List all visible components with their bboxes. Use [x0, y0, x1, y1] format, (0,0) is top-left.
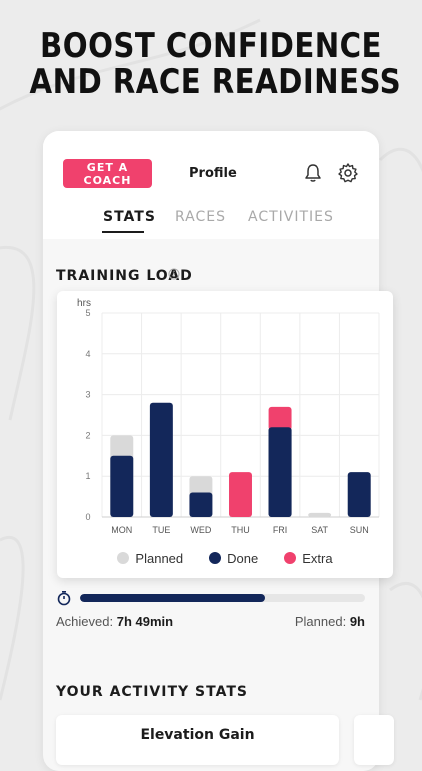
x-tick-label-tue: TUE	[152, 525, 170, 535]
legend-item-done: Done	[209, 549, 258, 567]
bar-planned-sat	[308, 512, 332, 517]
planned-value: 9h	[349, 614, 365, 629]
x-tick-label-sun: SUN	[350, 525, 369, 535]
elevation-gain-card[interactable]: Elevation Gain	[56, 715, 339, 765]
next-stat-card[interactable]	[354, 715, 394, 765]
y-tick-label: 3	[85, 390, 90, 400]
tab-bar: STATS RACES ACTIVITIES	[43, 209, 379, 233]
training-load-title: TRAINING LOAD	[56, 268, 193, 284]
y-tick-label: 1	[85, 471, 90, 481]
active-tab-indicator	[102, 231, 144, 233]
done-dot-icon	[209, 552, 222, 564]
gear-icon[interactable]	[337, 162, 359, 184]
bar-done-wed	[189, 492, 213, 517]
y-tick-label: 2	[85, 430, 90, 440]
legend-label-extra: Extra	[302, 550, 333, 566]
x-tick-label-mon: MON	[111, 525, 132, 535]
stopwatch-icon	[57, 590, 71, 606]
achieved-stat: Achieved: 7h 49min	[56, 614, 173, 629]
bar-extra-thu	[229, 472, 252, 517]
achieved-label: Achieved:	[56, 614, 114, 629]
planned-stat: Planned: 9h	[295, 614, 365, 629]
x-tick-label-sat: SAT	[311, 525, 328, 535]
y-tick-label: 4	[85, 349, 90, 359]
training-load-chart: 0 1 2 3 4 5 hrs MON TUE WED THU FRI SAT SUN Planned D…	[57, 291, 393, 578]
bar-done-mon	[110, 455, 134, 517]
y-tick-label: 5	[85, 308, 90, 318]
bar-done-sun	[347, 472, 371, 517]
legend-label-done: Done	[227, 550, 259, 566]
bar-done-overlay-fri	[268, 427, 292, 517]
y-axis-label: hrs	[77, 298, 91, 309]
x-tick-label-wed: WED	[190, 525, 211, 535]
legend-label-planned: Planned	[135, 550, 184, 566]
headline-line-2: AND RACE READINESS	[29, 62, 402, 102]
background-pattern	[0, 0, 422, 750]
x-tick-label-thu: THU	[231, 525, 250, 535]
extra-dot-icon	[284, 552, 297, 564]
top-bar: GET A COACH Profile STATS RACES ACTIVITI…	[43, 131, 379, 239]
progress-fill	[80, 594, 266, 602]
chart-legend: Planned Done Extra	[57, 549, 393, 567]
planned-dot-icon	[117, 552, 130, 564]
tab-races[interactable]: RACES	[175, 209, 226, 225]
achieved-value: 7h 49min	[116, 614, 174, 629]
tab-stats[interactable]: STATS	[103, 209, 156, 225]
training-progress-bar	[80, 594, 365, 602]
info-icon[interactable]	[168, 268, 180, 280]
legend-item-planned: Planned	[117, 549, 183, 567]
headline-line-1: BOOST CONFIDENCE	[40, 26, 382, 66]
page-title: Profile	[189, 166, 237, 181]
bar-done-tue	[149, 402, 173, 517]
promo-headline: BOOST CONFIDENCE AND RACE READINESS	[29, 26, 402, 102]
legend-item-extra: Extra	[284, 549, 333, 567]
bell-icon[interactable]	[302, 162, 324, 184]
x-tick-label-fri: FRI	[273, 525, 288, 535]
y-tick-label: 0	[85, 512, 90, 522]
planned-label: Planned:	[294, 614, 347, 629]
activity-stats-title: YOUR ACTIVITY STATS	[56, 684, 248, 700]
bar-extra-fri	[268, 406, 292, 431]
get-a-coach-button[interactable]: GET A COACH	[63, 159, 152, 188]
tab-activities[interactable]: ACTIVITIES	[248, 209, 334, 225]
elevation-gain-title: Elevation Gain	[140, 727, 255, 743]
